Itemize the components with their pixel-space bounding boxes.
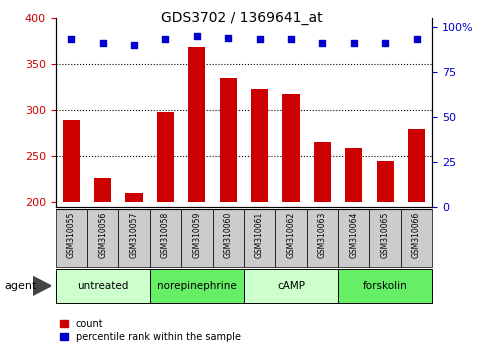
Text: forskolin: forskolin <box>363 281 408 291</box>
Text: GDS3702 / 1369641_at: GDS3702 / 1369641_at <box>161 11 322 25</box>
Bar <box>126 193 142 202</box>
Point <box>287 36 295 42</box>
Bar <box>150 269 244 303</box>
Bar <box>56 209 87 267</box>
Bar <box>275 209 307 267</box>
Text: GSM310065: GSM310065 <box>381 212 390 258</box>
Bar <box>213 209 244 267</box>
Point <box>193 33 201 39</box>
Text: norepinephrine: norepinephrine <box>157 281 237 291</box>
Bar <box>283 95 299 202</box>
Bar <box>56 269 150 303</box>
Legend: count, percentile rank within the sample: count, percentile rank within the sample <box>60 319 241 342</box>
Text: cAMP: cAMP <box>277 281 305 291</box>
Text: GSM310060: GSM310060 <box>224 212 233 258</box>
Bar <box>314 142 331 202</box>
Bar <box>408 129 425 202</box>
Polygon shape <box>33 276 51 295</box>
Bar <box>338 209 369 267</box>
Bar <box>401 209 432 267</box>
Point <box>99 40 107 46</box>
Bar <box>150 209 181 267</box>
Bar <box>307 209 338 267</box>
Point <box>412 36 420 42</box>
Bar <box>244 209 275 267</box>
Bar <box>220 78 237 202</box>
Point <box>224 35 232 40</box>
Text: untreated: untreated <box>77 281 128 291</box>
Point <box>130 42 138 47</box>
Point <box>319 40 327 46</box>
Text: GSM310061: GSM310061 <box>255 212 264 258</box>
Bar <box>251 89 268 202</box>
Text: GSM310062: GSM310062 <box>286 212 296 258</box>
Point <box>256 36 264 42</box>
Text: GSM310066: GSM310066 <box>412 212 421 258</box>
Text: GSM310057: GSM310057 <box>129 212 139 258</box>
Bar <box>338 269 432 303</box>
Bar <box>345 148 362 202</box>
Bar <box>157 112 174 202</box>
Point <box>382 40 389 46</box>
Bar <box>118 209 150 267</box>
Text: GSM310056: GSM310056 <box>98 212 107 258</box>
Point <box>350 40 357 46</box>
Bar <box>63 120 80 202</box>
Point <box>68 36 75 42</box>
Text: agent: agent <box>5 281 37 291</box>
Bar <box>369 209 401 267</box>
Bar <box>87 209 118 267</box>
Bar <box>94 177 111 202</box>
Text: GSM310055: GSM310055 <box>67 212 76 258</box>
Bar <box>188 47 205 202</box>
Point <box>161 36 170 42</box>
Bar <box>377 161 394 202</box>
Text: GSM310059: GSM310059 <box>192 212 201 258</box>
Text: GSM310064: GSM310064 <box>349 212 358 258</box>
Text: GSM310058: GSM310058 <box>161 212 170 258</box>
Text: GSM310063: GSM310063 <box>318 212 327 258</box>
Bar <box>181 209 213 267</box>
Bar <box>244 269 338 303</box>
